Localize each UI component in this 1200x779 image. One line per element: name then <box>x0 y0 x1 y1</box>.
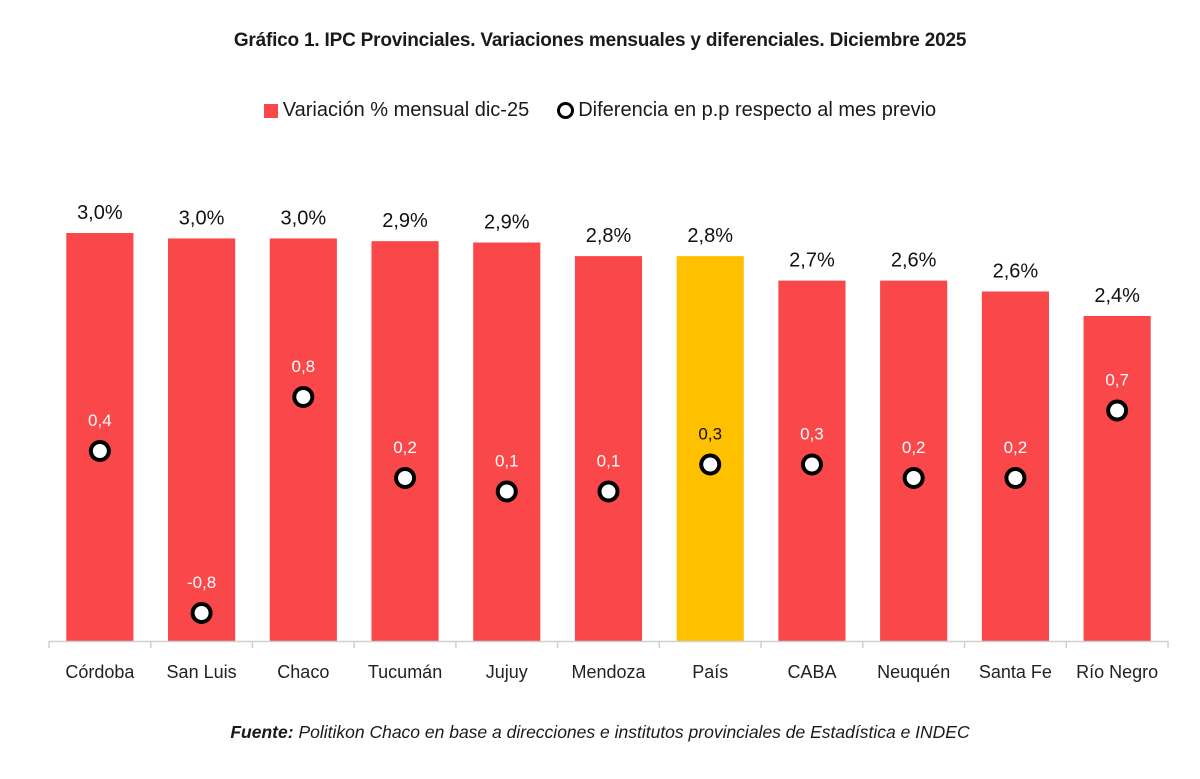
marker-value-label: 0,2 <box>902 438 926 457</box>
marker-point <box>292 386 315 408</box>
bar-value-label: 3,0% <box>77 202 123 224</box>
bar <box>880 280 948 641</box>
legend-item-marker: Diferencia en p.p respecto al mes previo <box>557 99 936 122</box>
bar <box>168 238 236 641</box>
bar-value-label: 2,7% <box>789 250 835 272</box>
x-tick-label: San Luis <box>167 662 237 682</box>
marker-value-label: 0,8 <box>291 357 315 376</box>
x-tick-label: Jujuy <box>486 662 528 682</box>
x-tick-label: Santa Fe <box>979 662 1052 682</box>
marker-point <box>800 453 823 476</box>
source-note: Fuente: Politikon Chaco en base a direcc… <box>0 722 1200 743</box>
marker-value-label: 0,4 <box>88 411 112 430</box>
x-tick-label: Río Negro <box>1076 662 1158 682</box>
chart-legend: Variación % mensual dic-25 Diferencia en… <box>0 99 1200 122</box>
marker-point <box>699 453 722 476</box>
bar <box>1083 315 1151 641</box>
bar <box>981 291 1049 641</box>
legend-item-bar: Variación % mensual dic-25 <box>263 99 530 122</box>
markers-layer <box>88 386 1129 624</box>
marker-point <box>88 440 111 462</box>
x-tick-label: País <box>692 662 728 682</box>
bar-value-label: 2,6% <box>993 260 1039 282</box>
bar-value-label: 2,8% <box>687 225 733 247</box>
marker-value-label: 0,3 <box>698 425 722 444</box>
bar-value-label: 2,6% <box>891 250 937 272</box>
bar-value-label: 2,4% <box>1094 285 1140 307</box>
bar <box>66 233 134 641</box>
marker-point <box>1106 399 1129 422</box>
bar-value-label: 2,8% <box>586 225 632 247</box>
marker-value-label: 0,1 <box>495 452 519 471</box>
x-tick-label: Neuquén <box>877 662 950 682</box>
x-axis <box>48 640 1169 648</box>
marker-value-label: 0,3 <box>800 425 824 444</box>
marker-value-label: 0,2 <box>1004 438 1028 457</box>
bar-value-label: 2,9% <box>382 210 428 232</box>
marker-value-label: 0,1 <box>597 452 621 471</box>
bar <box>574 256 643 641</box>
x-tick-label: Mendoza <box>571 662 646 682</box>
source-label: Fuente: <box>230 722 294 742</box>
marker-point <box>190 602 213 624</box>
bar <box>676 256 744 641</box>
x-tick-label: Chaco <box>277 662 329 682</box>
x-tick-label: Tucumán <box>368 662 442 682</box>
labels-layer: 3,0% Córdoba 0,4 3,0% San Luis -0,8 3,0% Chaco 0… <box>65 202 1158 682</box>
chart-title: Gráfico 1. IPC Provinciales. Variaciones… <box>233 30 967 51</box>
bars-layer <box>66 233 1151 641</box>
bar <box>473 242 541 641</box>
bar <box>371 241 439 641</box>
marker-value-label: 0,2 <box>393 438 417 457</box>
marker-point <box>495 480 518 503</box>
marker-value-label: -0,8 <box>187 573 216 592</box>
marker-point <box>394 467 417 489</box>
marker-point <box>1004 467 1027 489</box>
legend-bar-swatch <box>263 103 278 118</box>
x-tick-label: CABA <box>787 662 836 682</box>
bar <box>269 238 337 641</box>
legend-marker-icon <box>557 102 575 119</box>
bar-value-label: 2,9% <box>484 212 530 234</box>
bar-value-label: 3,0% <box>179 207 225 229</box>
marker-value-label: 0,7 <box>1105 371 1129 390</box>
marker-point <box>902 467 925 489</box>
x-tick-label: Córdoba <box>65 662 135 682</box>
source-text: Politikon Chaco en base a direcciones e … <box>298 722 970 742</box>
marker-point <box>597 480 620 503</box>
bar-value-label: 3,0% <box>281 207 327 229</box>
legend-bar-label: Variación % mensual dic-25 <box>282 99 530 121</box>
legend-marker-label: Diferencia en p.p respecto al mes previo <box>578 99 937 121</box>
